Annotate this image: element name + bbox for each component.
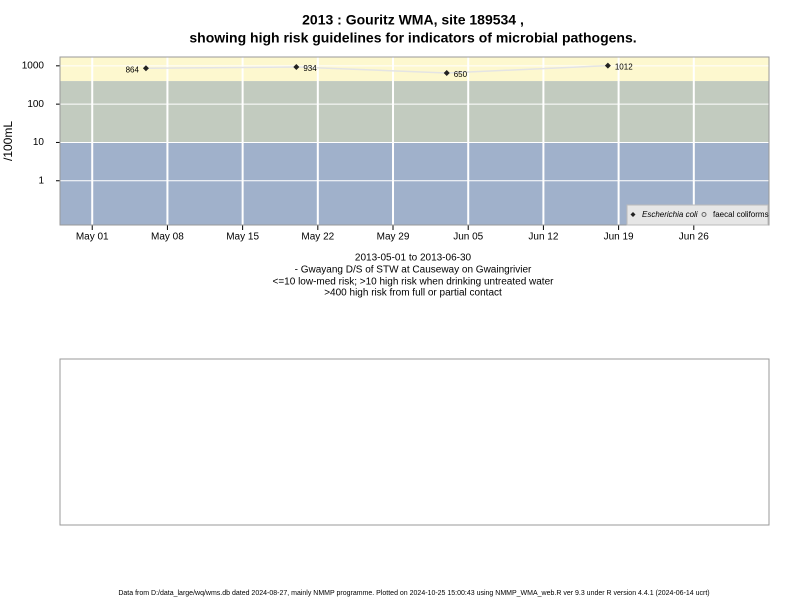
x-tick-label: Jun 19: [604, 232, 634, 243]
data-label: 864: [126, 65, 140, 74]
x-tick-label: May 22: [301, 232, 334, 243]
data-point: [443, 69, 450, 76]
legend-label: Escherichia coli: [642, 210, 698, 219]
data-point: [142, 65, 149, 72]
note: - Gwayang D/S of STW at Causeway on Gwai…: [295, 265, 532, 276]
data-label: 1012: [615, 63, 633, 72]
chart-title: showing high risk guidelines for indicat…: [189, 30, 636, 46]
risk-band: [60, 81, 769, 143]
footer: Data from D:/data_large/wq/wms.db dated …: [118, 590, 709, 597]
y-tick-label: 1000: [22, 60, 45, 71]
x-tick-label: May 15: [226, 232, 259, 243]
data-label: 650: [454, 70, 468, 79]
note: >400 high risk from full or partial cont…: [324, 288, 502, 299]
legend-marker: [630, 212, 636, 217]
x-tick-label: May 08: [151, 232, 184, 243]
x-tick-label: May 29: [377, 232, 410, 243]
x-tick-label: Jun 12: [528, 232, 558, 243]
x-tick-label: Jun 05: [453, 232, 483, 243]
y-axis-label: /100mL: [1, 121, 15, 161]
data-point: [604, 62, 611, 69]
y-tick-label: 100: [27, 99, 44, 110]
data-point: [293, 63, 300, 70]
y-tick-label: 10: [33, 137, 45, 148]
y-tick-label: 1: [38, 175, 44, 186]
risk-band: [60, 57, 769, 82]
legend-marker: [701, 212, 707, 217]
plot-frame: [59, 56, 770, 226]
series-line: [145, 64, 608, 74]
note: <=10 low-med risk; >10 high risk when dr…: [273, 277, 555, 288]
empty-panel: [59, 358, 770, 526]
data-label: 934: [303, 64, 317, 73]
x-tick-label: May 01: [76, 232, 109, 243]
legend-label: faecal coliforms: [713, 210, 769, 219]
legend-box: [626, 204, 769, 226]
chart-title: 2013 : Gouritz WMA, site 189534 ,: [302, 12, 524, 28]
x-tick-label: Jun 26: [679, 232, 709, 243]
note: 2013-05-01 to 2013-06-30: [355, 253, 472, 264]
